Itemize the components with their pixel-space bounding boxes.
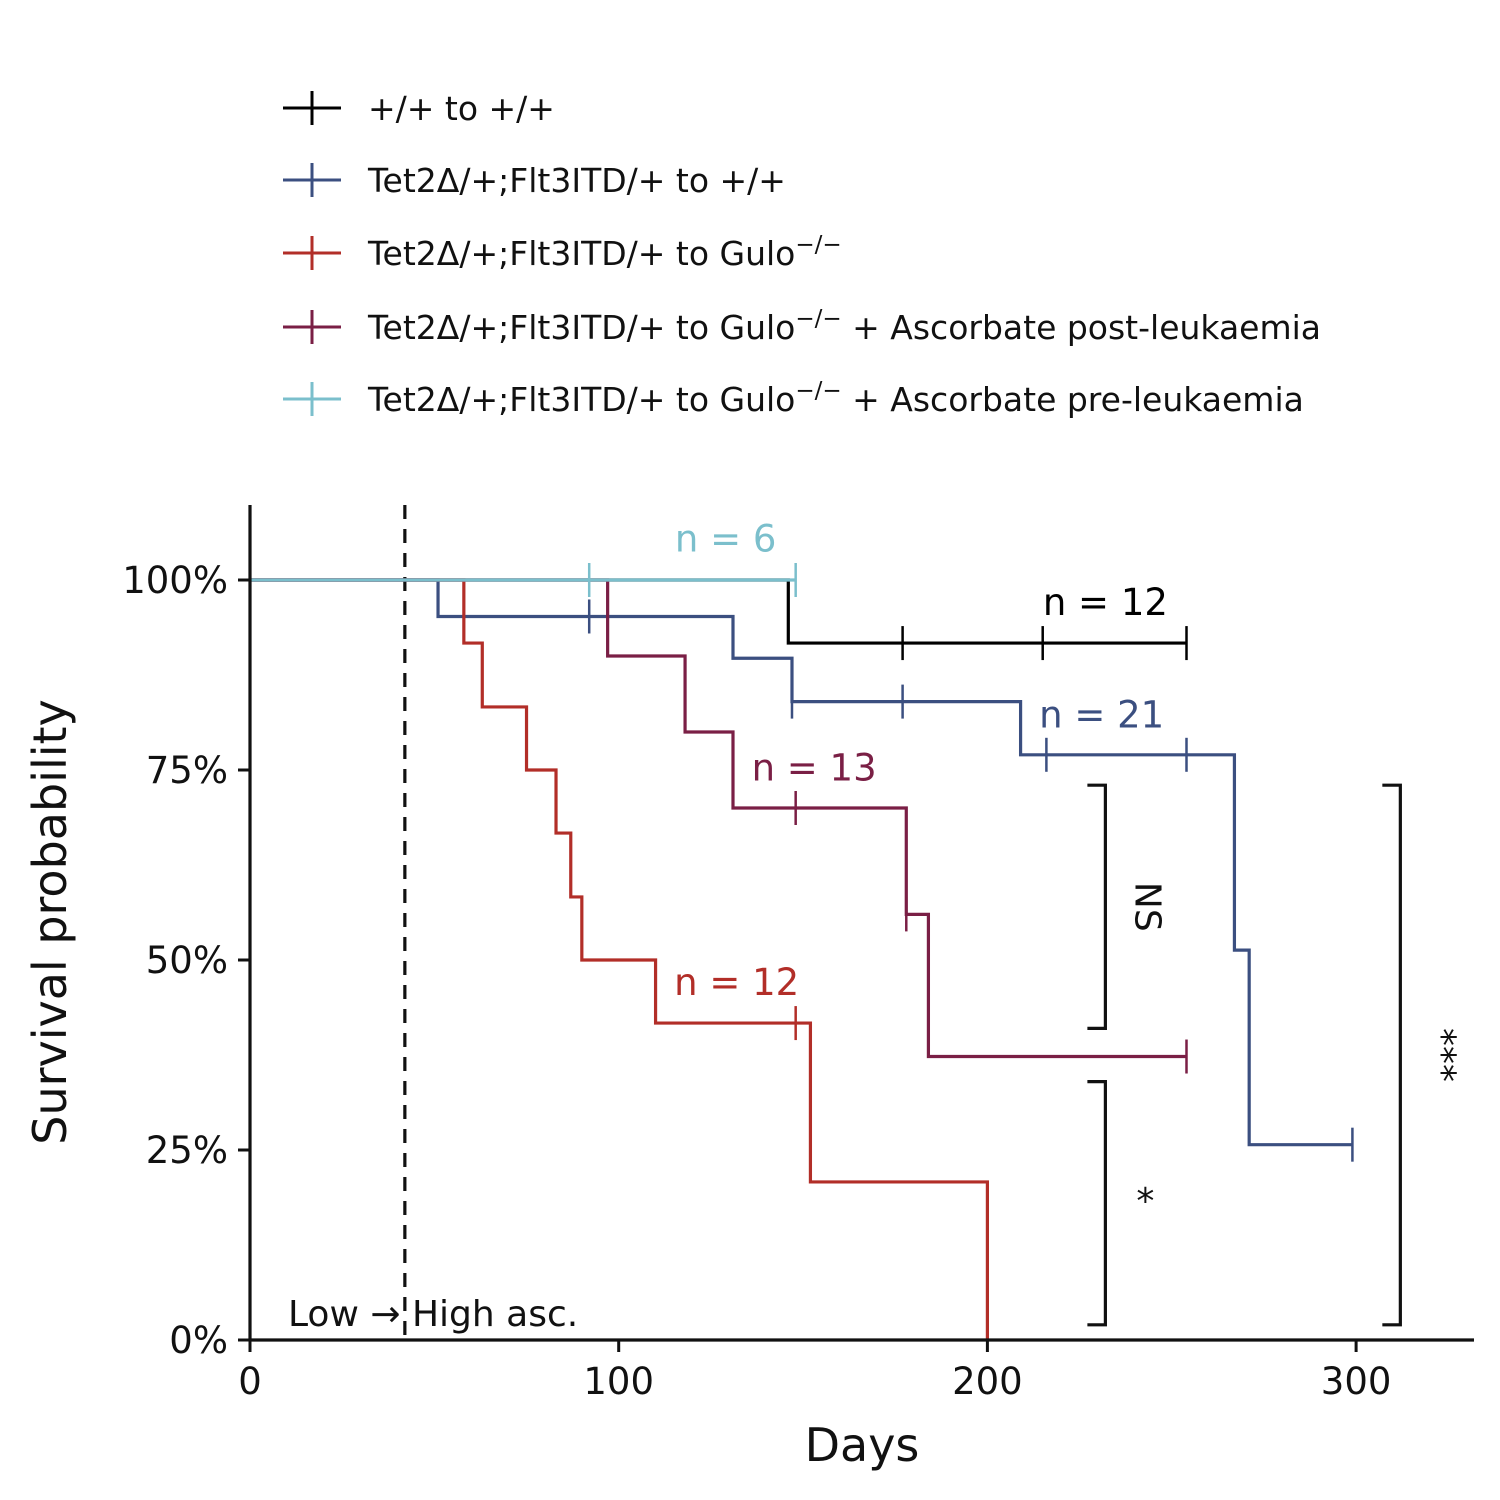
legend-label-main: Tet2Δ/+;Flt3ITD/+ to +/+: [367, 161, 786, 200]
series-5: n = 6: [250, 518, 797, 597]
legend-label-suffix: + Ascorbate post-leukaemia: [842, 308, 1321, 347]
n-label: n = 13: [752, 746, 877, 789]
legend-label-superscript: −/−: [795, 378, 841, 404]
phase-annotation: Low → High asc.: [288, 1294, 578, 1335]
x-tick-label: 100: [583, 1360, 654, 1403]
y-tick-label: 0%: [169, 1319, 228, 1362]
y-tick-label: 25%: [146, 1129, 228, 1172]
x-tick-label: 200: [952, 1360, 1023, 1403]
x-tick-label: 300: [1321, 1360, 1392, 1403]
significance-bracket: ***: [1382, 783, 1462, 1327]
legend-entry: Tet2Δ/+;Flt3ITD/+ to +/+: [283, 161, 786, 200]
legend-label: Tet2Δ/+;Flt3ITD/+ to Gulo−/− + Ascorbate…: [367, 378, 1304, 419]
y-tick-label: 50%: [146, 939, 228, 982]
legend-entry: Tet2Δ/+;Flt3ITD/+ to Gulo−/− + Ascorbate…: [283, 306, 1321, 347]
series-3: n = 12: [250, 578, 989, 1340]
survival-curve: [250, 578, 989, 1340]
y-tick-label: 75%: [146, 749, 228, 792]
significance-label: ***: [1421, 1028, 1462, 1082]
legend-label-main: Tet2Δ/+;Flt3ITD/+ to Gulo: [367, 234, 795, 273]
n-label: n = 12: [1043, 581, 1168, 624]
n-label: n = 6: [675, 518, 777, 561]
legend-label-main: +/+ to +/+: [368, 89, 555, 128]
y-axis-title: Survival probability: [23, 699, 77, 1145]
x-tick-label: 0: [238, 1360, 262, 1403]
series-1: n = 12: [250, 578, 1188, 661]
legend-label: Tet2Δ/+;Flt3ITD/+ to +/+: [367, 161, 786, 200]
significance-bracket: NS: [1087, 783, 1167, 1030]
legend-label-main: Tet2Δ/+;Flt3ITD/+ to Gulo: [367, 380, 795, 419]
legend-label-suffix: + Ascorbate pre-leukaemia: [842, 380, 1304, 419]
legend-entry: Tet2Δ/+;Flt3ITD/+ to Gulo−/− + Ascorbate…: [283, 378, 1304, 419]
legend-label-superscript: −/−: [795, 232, 841, 258]
legend-label-main: Tet2Δ/+;Flt3ITD/+ to Gulo: [367, 308, 795, 347]
significance-label: *: [1136, 1181, 1154, 1222]
legend-label-superscript: −/−: [795, 306, 841, 332]
series-2: n = 21: [250, 578, 1354, 1162]
survival-curve: [250, 578, 1353, 1147]
axes: 0% 25% 50% 75% 100% 0 100 200 300 Days Survival pr…: [23, 505, 1474, 1472]
y-tick-label: 100%: [122, 559, 228, 602]
x-axis-title: Days: [805, 1418, 920, 1472]
legend-label: Tet2Δ/+;Flt3ITD/+ to Gulo−/−: [367, 232, 842, 273]
bracket-line: [1087, 1080, 1107, 1327]
legend-entry: +/+ to +/+: [283, 89, 555, 128]
series-4: n = 13: [250, 578, 1188, 1074]
bracket-line: [1382, 783, 1402, 1327]
legend-entry: Tet2Δ/+;Flt3ITD/+ to Gulo−/−: [283, 232, 842, 273]
legend-label: +/+ to +/+: [368, 89, 555, 128]
legend: +/+ to +/+ Tet2Δ/+;Flt3ITD/+ to +/+ Tet2Δ/…: [283, 89, 1321, 419]
n-label: n = 12: [674, 961, 799, 1004]
survival-curve: [250, 578, 1187, 1059]
significance-bracket: *: [1087, 1080, 1154, 1327]
legend-label: Tet2Δ/+;Flt3ITD/+ to Gulo−/− + Ascorbate…: [367, 306, 1321, 347]
significance-label: NS: [1126, 882, 1167, 932]
n-label: n = 21: [1039, 693, 1164, 736]
plot-area: n = 12n = 21n = 12n = 13n = 6NS****Low →…: [250, 505, 1462, 1340]
bracket-line: [1087, 783, 1107, 1030]
